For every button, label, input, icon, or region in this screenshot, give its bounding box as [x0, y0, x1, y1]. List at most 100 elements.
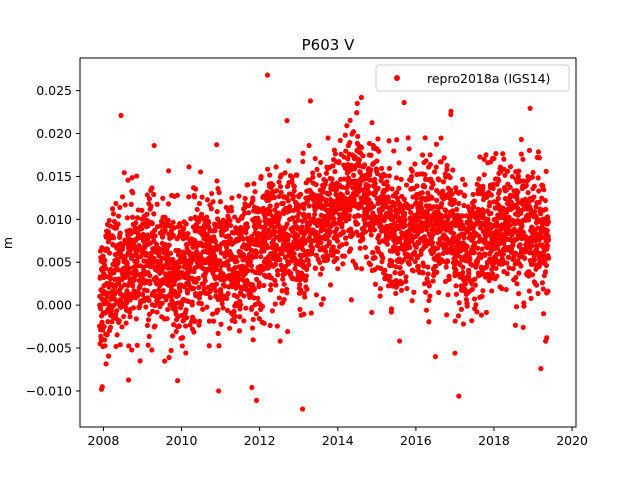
data-point: [531, 194, 537, 200]
data-point: [460, 269, 466, 276]
data-point: [331, 216, 337, 222]
data-point: [520, 324, 526, 330]
data-point: [188, 216, 194, 222]
data-point: [427, 293, 433, 299]
data-point: [388, 208, 394, 214]
data-point: [341, 253, 348, 259]
data-point: [462, 286, 468, 292]
data-point: [264, 189, 270, 195]
data-point: [518, 136, 524, 143]
data-point: [170, 256, 176, 263]
data-point: [421, 223, 427, 229]
data-point: [482, 252, 488, 258]
data-point: [249, 325, 256, 331]
data-point: [102, 257, 108, 263]
data-point: [165, 217, 171, 223]
data-point: [403, 182, 410, 188]
data-point: [290, 193, 297, 199]
data-point: [443, 208, 449, 214]
data-point: [128, 255, 134, 261]
data-point: [252, 189, 258, 195]
data-point: [166, 242, 172, 248]
data-point: [208, 206, 214, 212]
data-point: [107, 275, 113, 282]
data-point: [444, 162, 450, 169]
data-point: [440, 188, 446, 194]
data-point: [336, 160, 342, 166]
data-point: [323, 178, 329, 184]
data-point: [107, 250, 113, 256]
data-point: [473, 302, 479, 308]
data-point: [372, 180, 378, 186]
data-point: [261, 320, 267, 326]
data-point: [386, 138, 392, 144]
data-point: [272, 229, 278, 235]
data-point: [440, 179, 447, 185]
data-point: [193, 186, 199, 192]
data-point: [134, 263, 140, 269]
data-point: [466, 271, 472, 277]
data-point: [388, 222, 394, 228]
y-tick-label: 0.010: [36, 212, 72, 227]
data-point: [401, 100, 407, 106]
data-point: [479, 293, 485, 299]
data-point: [191, 269, 197, 275]
data-point: [483, 239, 489, 245]
data-point: [236, 328, 243, 334]
data-point: [419, 228, 425, 234]
data-point: [423, 289, 429, 295]
data-point: [306, 212, 312, 218]
data-point: [430, 278, 436, 284]
data-point: [152, 323, 158, 329]
data-point: [436, 289, 442, 296]
data-point: [469, 318, 475, 324]
data-point: [170, 333, 176, 339]
data-point: [144, 288, 150, 294]
data-point: [101, 324, 107, 330]
data-point: [343, 235, 349, 241]
data-point: [456, 200, 462, 207]
data-point: [447, 175, 453, 181]
data-point: [151, 288, 158, 295]
data-point: [115, 213, 122, 219]
legend-box: [375, 64, 570, 92]
data-point: [251, 181, 257, 187]
data-point: [340, 261, 346, 267]
data-point: [500, 251, 507, 257]
data-point: [351, 172, 357, 178]
data-point: [303, 273, 310, 279]
data-point: [418, 205, 425, 211]
data-point: [105, 319, 111, 325]
data-point: [178, 312, 185, 319]
data-point: [393, 175, 400, 181]
data-point: [406, 146, 412, 152]
data-point: [149, 185, 155, 191]
data-point: [460, 264, 466, 270]
data-point: [232, 313, 238, 319]
data-point: [186, 164, 192, 170]
data-point: [353, 201, 359, 207]
data-point: [286, 158, 292, 164]
data-point: [415, 263, 422, 269]
y-tick-label: −0.010: [26, 383, 72, 398]
data-point: [474, 309, 480, 315]
data-point: [430, 231, 436, 238]
data-point: [544, 242, 550, 249]
data-point: [102, 343, 108, 349]
data-point: [480, 210, 486, 217]
data-point: [493, 265, 499, 271]
data-point: [397, 201, 403, 207]
data-point: [272, 277, 278, 284]
data-point: [264, 244, 271, 251]
data-point: [484, 194, 490, 200]
data-point: [502, 172, 508, 178]
data-point: [245, 182, 251, 188]
legend: repro2018a (IGS14): [375, 64, 570, 92]
data-point: [345, 183, 351, 189]
data-point: [361, 162, 368, 168]
data-point: [500, 151, 506, 157]
data-point: [300, 406, 306, 412]
data-point: [448, 108, 454, 114]
data-point: [332, 168, 338, 175]
